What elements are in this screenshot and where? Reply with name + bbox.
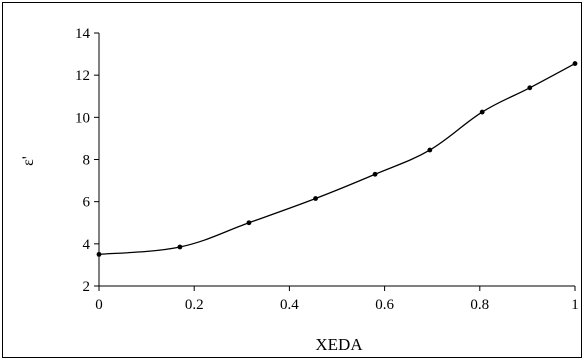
y-tick-label: 10	[75, 110, 90, 126]
series-layer	[96, 61, 578, 257]
data-point	[96, 251, 102, 257]
x-tick-label: 0	[95, 297, 103, 313]
x-axis-label: XEDA	[315, 335, 363, 354]
x-tick-label: 0.6	[375, 297, 394, 313]
data-point	[527, 85, 533, 91]
data-point	[246, 220, 252, 226]
y-axis-label: ε'	[20, 156, 37, 166]
data-point	[479, 109, 485, 115]
y-tick-label: 12	[75, 68, 90, 84]
y-tick-label: 8	[83, 153, 91, 169]
y-tick-label: 2	[83, 279, 91, 295]
line-chart: 2 4 6 8 10 12 14 0 0.2 0.4 0.6 0.8 1 XEDA ε'	[20, 26, 579, 354]
y-tick-label: 14	[75, 26, 91, 42]
x-tick-label: 0.4	[280, 297, 299, 313]
data-point	[427, 147, 433, 153]
series-line	[98, 62, 576, 256]
x-tick-label: 1	[571, 297, 579, 313]
x-tick-label: 0.2	[185, 297, 204, 313]
data-point	[372, 171, 378, 177]
data-point	[313, 196, 318, 201]
x-tick-label: 0.8	[470, 297, 489, 313]
y-tick-label: 4	[83, 237, 91, 253]
chart-frame: 2 4 6 8 10 12 14 0 0.2 0.4 0.6 0.8 1 XEDA ε'	[2, 2, 582, 358]
y-tick-label: 6	[83, 195, 91, 211]
data-point	[572, 61, 578, 66]
data-point	[177, 244, 183, 250]
ticks: 2 4 6 8 10 12 14 0 0.2 0.4 0.6 0.8 1	[75, 26, 579, 313]
